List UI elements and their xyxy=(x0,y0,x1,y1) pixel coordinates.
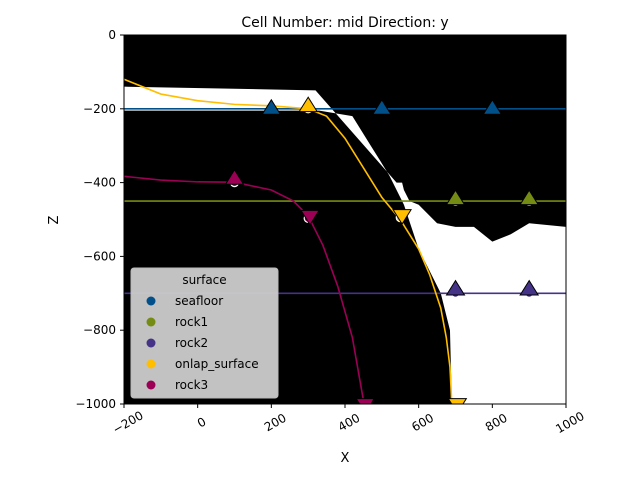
legend-label-rock3: rock3 xyxy=(175,378,208,392)
x-tick-label: 800 xyxy=(483,411,510,435)
chart-title: Cell Number: mid Direction: y xyxy=(241,15,448,31)
y-tick-label: −600 xyxy=(83,249,116,263)
legend-label-rock1: rock1 xyxy=(175,315,208,329)
orientation-marker-onlap_surface xyxy=(392,209,412,226)
orientation-marker-onlap_surface xyxy=(447,398,468,404)
x-tick-label: 600 xyxy=(409,411,436,435)
legend-marker-rock3 xyxy=(146,380,156,390)
orientation-marker-rock3 xyxy=(300,209,320,226)
x-axis-label: X xyxy=(341,451,350,466)
orientation-marker-rock3 xyxy=(224,168,245,185)
y-tick-label: −800 xyxy=(83,323,116,337)
orientation-marker-rock1 xyxy=(519,189,540,206)
orientation-marker-seafloor xyxy=(261,98,282,115)
x-tick-label: 400 xyxy=(336,411,363,435)
legend-marker-seafloor xyxy=(146,296,156,306)
legend: surface seafloor rock1 rock2 onlap_surfacero… xyxy=(130,267,279,399)
orientation-marker-seafloor xyxy=(371,98,392,115)
orientation-marker-onlap_surface xyxy=(298,96,319,113)
x-tick-label: 1000 xyxy=(553,409,586,436)
orientation-marker-rock2 xyxy=(519,279,540,296)
legend-label-seafloor: seafloor xyxy=(175,294,223,308)
legend-label-onlap_surface: onlap_surface xyxy=(175,357,259,371)
legend-title: surface xyxy=(182,273,226,287)
series-line-rock3 xyxy=(124,175,365,401)
series-line-onlap_surface xyxy=(124,78,453,404)
y-tick-label: −200 xyxy=(83,102,116,116)
legend-box xyxy=(130,267,279,399)
y-tick-label: 0 xyxy=(108,28,116,42)
legend-marker-rock1 xyxy=(146,317,156,327)
legend-marker-onlap_surface xyxy=(146,359,156,369)
orientation-marker-rock3 xyxy=(355,398,376,404)
y-axis-label: Z xyxy=(47,215,62,224)
orientation-marker-rock2 xyxy=(445,279,466,296)
y-tick-label: −400 xyxy=(83,176,116,190)
y-tick-label: −1000 xyxy=(75,397,116,411)
legend-label-rock2: rock2 xyxy=(175,336,208,350)
x-tick-label: −200 xyxy=(110,408,146,437)
orientation-marker-rock1 xyxy=(445,189,466,206)
legend-marker-rock2 xyxy=(146,338,156,348)
orientation-marker-seafloor xyxy=(482,98,503,115)
x-tick-label: 0 xyxy=(195,415,209,431)
x-tick-label: 200 xyxy=(262,411,289,435)
unit-region xyxy=(124,86,566,404)
